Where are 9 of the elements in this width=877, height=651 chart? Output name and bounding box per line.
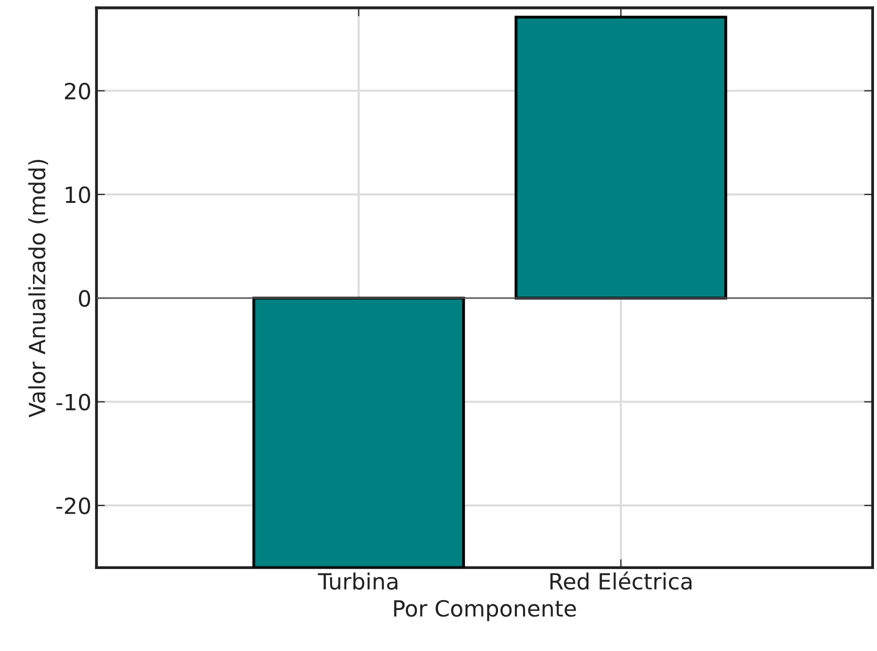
y-tick-label: -10: [56, 394, 90, 411]
x-tick-label: Red Eléctrica: [550, 572, 692, 590]
y-tick-label: 10: [66, 186, 90, 204]
x-axis-title: Por Componente: [394, 600, 576, 622]
y-tick-label: -20: [56, 497, 90, 514]
y-axis-title: Valor Anualizado (mdd): [28, 160, 48, 418]
y-tick-label: 20: [64, 82, 90, 100]
x-tick-label: Turbina: [318, 572, 398, 590]
y-tick-label: 0: [78, 290, 90, 307]
